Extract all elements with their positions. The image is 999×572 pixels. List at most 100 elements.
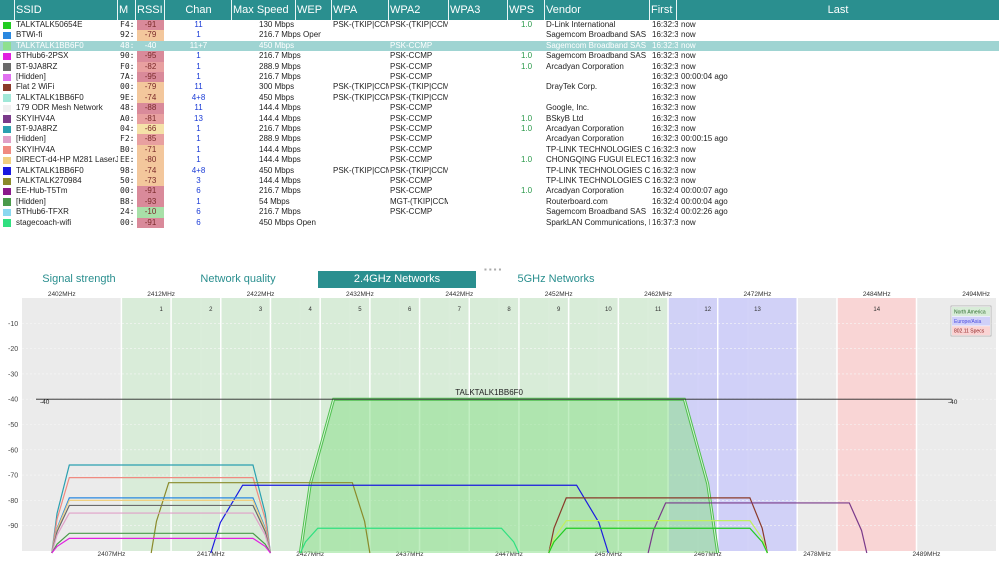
tab-5ghz-networks[interactable]: 5GHz Networks <box>517 273 595 285</box>
table-row[interactable]: SKYIHV4A A0: -81 13 144.4 Mbps PSK-CCMP 1.0 BSk… <box>0 113 999 124</box>
column-header-first[interactable]: First <box>651 4 673 16</box>
channel-label: 4 <box>309 307 313 313</box>
table-row[interactable]: TALKTALK50654E F4: -91 11 130 Mbps PSK-(TKIP|… <box>0 20 999 31</box>
y-tick-label: -20 <box>8 346 18 353</box>
tab-signal-strength[interactable]: Signal strength <box>42 273 116 285</box>
ssid-cell: TALKTALK1BB6F0 <box>16 92 84 102</box>
last-seen-cell: now <box>681 20 696 29</box>
vendor-cell: D-Link International <box>546 20 616 29</box>
vendor-cell: Arcadyan Corporation <box>546 134 624 144</box>
column-separator[interactable] <box>544 0 545 20</box>
vendor-cell: Arcadyan Corporation <box>546 61 624 71</box>
mac-cell: 98: <box>120 165 135 175</box>
column-header-m[interactable]: M <box>119 4 129 16</box>
wps-cell <box>509 82 544 92</box>
wps-cell <box>509 93 544 103</box>
table-row[interactable]: BTWi-fi 92: -79 1 216.7 Mbps Open Sagemcom Br… <box>0 30 999 41</box>
table-row[interactable]: TALKTALK1BB6F0 98: -74 4+8 450 Mbps PSK-(TKIP… <box>0 165 999 176</box>
tab-2-4ghz-networks[interactable]: 2.4GHz Networks <box>318 271 476 288</box>
column-separator[interactable] <box>388 0 389 20</box>
column-header-wpa2[interactable]: WPA2 <box>390 4 421 16</box>
table-row[interactable]: [Hidden] 7A: -95 1 216.7 Mbps PSK-CCMP 16:32:3… <box>0 72 999 83</box>
speed-cell: 450 Mbps Open <box>259 217 316 227</box>
column-separator[interactable] <box>231 0 232 20</box>
mac-cell: 90: <box>120 51 135 61</box>
rssi-cell: -80 <box>137 155 164 166</box>
network-color-swatch <box>3 63 11 71</box>
column-header-wps[interactable]: WPS <box>509 4 535 16</box>
top-frequency-label: 2412MHz <box>147 291 175 298</box>
channel-label: 13 <box>754 307 761 313</box>
vendor-cell: TP-LINK TECHNOLOGIES CO.,LTD. <box>546 176 650 185</box>
column-separator[interactable] <box>331 0 332 20</box>
rssi-cell: -95 <box>137 51 164 62</box>
wps-cell <box>509 41 544 51</box>
table-row[interactable]: stagecoach-wifi 00: -91 6 450 Mbps Open Spark… <box>0 217 999 228</box>
column-header-chan[interactable]: Chan <box>185 4 212 16</box>
table-row[interactable]: BTHub6-TFXR 24: -10 6 216.7 Mbps PSK-CCMP Sage… <box>0 207 999 218</box>
column-separator[interactable] <box>295 0 296 20</box>
column-header-speed[interactable]: Max Speed <box>233 4 289 16</box>
speed-cell: 54 Mbps <box>259 196 290 206</box>
rssi-cell: -66 <box>137 124 164 135</box>
rssi-cell: -74 <box>137 92 164 104</box>
table-row[interactable]: BT-9JA8RZ 04: -66 1 216.7 Mbps PSK-CCMP 1.0 Arc… <box>0 124 999 135</box>
y-tick-label: -90 <box>8 523 18 530</box>
speed-cell: 130 Mbps <box>259 20 295 29</box>
first-seen-cell: 16:32:33 <box>652 72 678 81</box>
last-seen-cell: now <box>681 40 696 50</box>
column-separator[interactable] <box>507 0 508 20</box>
table-row[interactable]: TALKTALK1BB6F0 9E: -74 4+8 450 Mbps PSK-(TKIP… <box>0 92 999 104</box>
column-header-last[interactable]: Last <box>827 4 849 16</box>
column-separator[interactable] <box>164 0 165 20</box>
speed-cell: 144.4 Mbps <box>259 144 301 154</box>
table-row[interactable]: 179 ODR Mesh Network 48: -88 11 144.4 Mbps PS… <box>0 103 999 114</box>
table-row[interactable]: BTHub6-2PSX 90: -95 1 216.7 Mbps PSK-CCMP 1.0 S… <box>0 51 999 62</box>
network-curve <box>51 537 271 554</box>
rssi-cell: -10 <box>137 207 164 218</box>
table-row[interactable]: [Hidden] F2: -85 1 288.9 Mbps PSK-CCMP Arcadya… <box>0 134 999 145</box>
channel-cell: 11+7 <box>189 40 208 50</box>
table-row[interactable]: [Hidden] B8:-93 1 54 Mbps MGT-(TKIP|CCMP) Rou… <box>0 196 999 208</box>
top-frequency-label: 2494MHz <box>962 291 990 298</box>
channel-cell: 6 <box>196 207 201 217</box>
column-header-wpa3[interactable]: WPA3 <box>450 4 481 16</box>
rssi-cell: -91 <box>137 186 164 197</box>
table-row[interactable]: DIRECT-d4-HP M281 LaserJet EE: -80 1 144.4 M… <box>0 155 999 166</box>
legend-swatch <box>952 307 990 316</box>
column-separator[interactable] <box>135 0 136 20</box>
table-row[interactable]: TALKTALK1BB6F0 48: -40 11+7 450 Mbps PSK-CCMP… <box>0 40 999 52</box>
rssi-cell: -82 <box>137 61 164 72</box>
column-separator[interactable] <box>676 0 677 20</box>
tab-network-quality[interactable]: Network quality <box>200 273 276 285</box>
splitter-grip[interactable]: ▪▪▪▪ <box>484 265 504 274</box>
last-seen-cell: now <box>681 165 696 175</box>
legend-entry: 802.11 Specs <box>954 329 985 335</box>
table-row[interactable]: TALKTALK270984 50: -73 3 144.4 Mbps PSK-CCMP T… <box>0 176 999 187</box>
last-seen-cell: now <box>681 30 696 40</box>
table-row[interactable]: EE-Hub-T5Tm 00: -91 6 216.7 Mbps PSK-CCMP 1.0 A… <box>0 186 999 197</box>
column-header-wep[interactable]: WEP <box>297 4 323 16</box>
bottom-frequency-label: 2457MHz <box>594 551 622 558</box>
column-separator[interactable] <box>649 0 650 20</box>
table-row[interactable]: Flat 2 WiFi 00:-79 11 300 Mbps PSK-(TKIP|CCM… <box>0 82 999 93</box>
wpa-cell <box>333 51 389 61</box>
bottom-frequency-label: 2407MHz <box>98 551 126 558</box>
vendor-cell <box>546 93 650 103</box>
first-seen-cell: 16:32:33 <box>652 144 678 154</box>
bottom-frequency-label: 2467MHz <box>694 551 722 558</box>
column-header-rssi[interactable]: RSSI <box>137 4 163 16</box>
column-separator[interactable] <box>14 0 15 20</box>
column-header-ssid[interactable]: SSID <box>16 4 42 16</box>
vendor-cell: Sagemcom Broadband SAS <box>546 30 647 40</box>
column-header-wpa[interactable]: WPA <box>333 4 358 16</box>
table-row[interactable]: BT-9JA8RZ F0: -82 1 288.9 Mbps PSK-CCMP 1.0 Arc… <box>0 61 999 72</box>
column-separator[interactable] <box>448 0 449 20</box>
network-curve <box>548 520 768 554</box>
wpa2-cell: PSK-(TKIP|CCMP) <box>390 92 448 102</box>
wps-cell <box>509 145 544 155</box>
table-row[interactable]: SKYIHV4A B0: -71 1 144.4 Mbps PSK-CCMP TP-LINK… <box>0 144 999 156</box>
column-header-vendor[interactable]: Vendor <box>546 4 581 16</box>
column-separator[interactable] <box>117 0 118 20</box>
rssi-cell: -91 <box>137 217 164 228</box>
